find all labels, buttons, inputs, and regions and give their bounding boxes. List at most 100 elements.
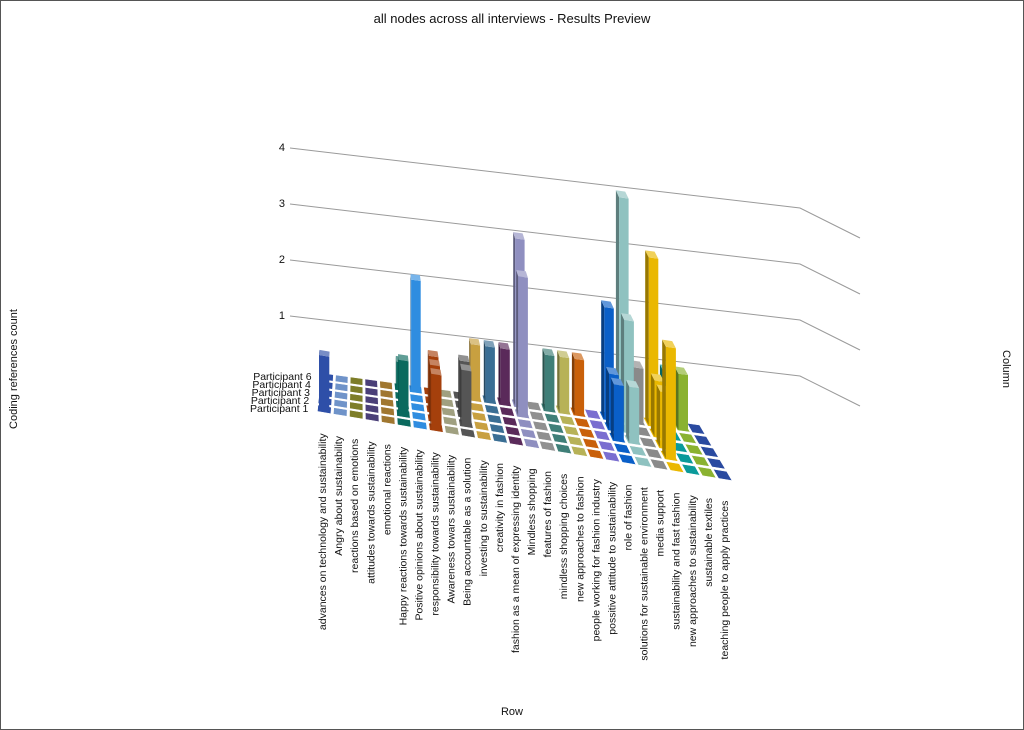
floor-tile [570,445,588,457]
floor-tile [617,453,637,465]
floor-tile [558,415,576,426]
floor-tile [349,385,364,395]
x-tick-label: solutions for sustainable environment [639,487,651,660]
floor-tile [535,430,553,442]
floor-tile [539,440,556,452]
floor-tile [644,447,663,460]
x-tick-label: sustainable textiles [703,498,715,587]
floor-tile [364,387,379,397]
x-tick-label: people working for fashion industry [590,478,602,641]
gridline-3 [289,203,861,295]
floor-tile [586,448,605,460]
floor-tile [686,422,706,435]
x-tick-label: media support [655,490,667,557]
chart-title: all nodes across all interviews - Result… [373,11,651,26]
floor-tile [442,416,458,427]
x-tick-label: investing to sustainability [478,460,490,577]
floor-tile [333,399,348,409]
x-tick-label: mindless shopping choices [558,474,570,600]
y-tick-label: 4 [279,142,285,154]
floor-tile [532,420,549,432]
floor-tile [566,435,584,447]
x-tick-label: teaching people to apply practices [719,501,731,660]
floor-tile [638,436,658,449]
bar [557,350,570,415]
series-label: Participant 6 [253,371,312,383]
floor-tile [473,420,490,432]
series-label: Participant 3 [252,387,311,399]
floor-tile [334,391,348,401]
floor-tile [517,418,534,429]
floor-tile [504,425,521,437]
floor-tile [584,408,602,420]
floor-tile [364,378,378,388]
floor-tile [489,423,506,434]
floor-tile [334,382,349,392]
y-tick-label: 2 [279,254,285,266]
floor-tile [578,427,596,439]
floor-tile [602,450,621,463]
gridline-4 [289,147,861,239]
series-label: Participant 4 [252,379,311,391]
floor-tile [441,407,456,417]
bar [610,377,624,442]
floor-tile [349,393,364,403]
floor-tile [706,457,726,470]
x-tick-label: features of fashion [542,471,554,558]
floor-tile [613,442,632,455]
bar [410,274,421,393]
bar [319,349,330,413]
x-tick-label: Mindless shopping [526,468,538,555]
floor-tile [633,456,653,468]
y-tick-label: 3 [279,198,285,210]
floor-tile [410,402,425,413]
y-tick-label: 1 [279,310,285,322]
floor-tile [628,445,647,457]
floor-tile [396,417,412,428]
floor-tile [411,411,427,422]
x-tick-label: possitive attitude to sustainability [606,481,618,635]
x-tick-label: advances on technology and sustainabilit… [317,433,329,630]
floor-tile [649,458,669,471]
floor-tile [507,435,524,447]
bar [674,366,688,431]
floor-tile [335,374,349,384]
x-tick-label: fashion as a mean of expressing identity [510,465,522,653]
floor-tile [529,410,546,422]
floor-tile [349,401,364,411]
x-tick-label: role of fashion [623,484,635,550]
floor-tile [597,440,616,452]
bar [626,379,640,445]
bar [516,270,528,418]
x-tick-label: Being accountable as a solution [462,457,474,605]
floor-tile [665,461,685,473]
floor-tile [475,430,492,441]
floor-tile [547,422,565,434]
floor-tile [690,454,710,467]
x-tick-label: new approaches to sustainability [687,495,699,648]
floor-tile [544,412,561,424]
bar [398,354,409,418]
bar [571,352,585,417]
gridline-1 [289,315,861,407]
x-tick-label: new approaches to fashion [574,476,586,602]
x-tick-label: reactions based on emotions [349,439,361,573]
floor-tile [409,393,424,404]
floor-tile [380,397,395,408]
x-axis-label: Row [500,706,523,718]
series-label: Participant 1 [250,403,309,415]
floor-tile [412,420,428,431]
floor-tile [693,434,713,447]
floor-tile [582,437,600,450]
bar [483,340,495,404]
floor-tile [681,463,701,476]
floor-tile [573,417,591,429]
floor-tile [501,416,518,427]
floor-tile [349,409,364,420]
floor-tile [486,413,503,425]
floor-tile [525,400,542,412]
bar [498,342,510,406]
floor-tile [380,406,395,416]
